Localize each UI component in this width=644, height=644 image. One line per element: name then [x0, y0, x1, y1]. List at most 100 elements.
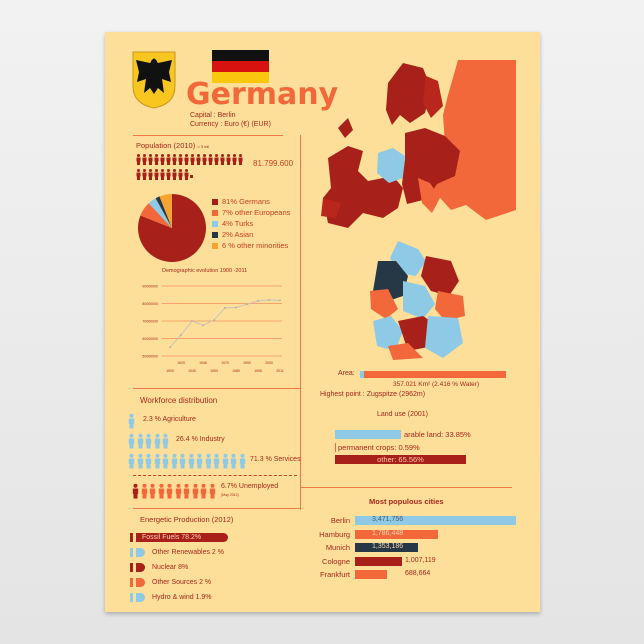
- person-icon: [142, 152, 147, 165]
- person-icon: [214, 152, 219, 165]
- person-icon: [205, 451, 212, 469]
- legend-swatch: [212, 231, 218, 238]
- person-icon: [172, 152, 177, 165]
- highest-point: Highest point : Zugspitze (2962m): [320, 391, 426, 398]
- pie-slice: [148, 198, 172, 228]
- person-icon: [226, 152, 231, 165]
- energy-marker: [130, 533, 133, 542]
- legend-swatch: [212, 209, 218, 216]
- person-icon: [154, 451, 161, 469]
- person-icon: [200, 481, 207, 499]
- unemployed-date: (May 2012): [221, 493, 239, 497]
- city-population: 1,786,448: [372, 529, 404, 537]
- x-tick-label: 2000: [265, 361, 273, 365]
- energy-item: Fossil Fuels 78.2%: [130, 533, 228, 542]
- population-icons: [136, 152, 243, 165]
- person-icon: [128, 431, 135, 449]
- person-icon: [232, 152, 237, 165]
- person-icon: [220, 152, 225, 165]
- energy-bar: [136, 578, 145, 587]
- page-title: Germany: [186, 77, 339, 112]
- pie-legend: 81% Germans 7% other Europeans 4% Turks 2% …: [212, 196, 290, 251]
- city-population: 3,471,756: [372, 516, 404, 523]
- energy-item: Hydro & wind 1.9%: [130, 593, 212, 602]
- person-icon: [172, 167, 177, 180]
- workforce-icons: [128, 451, 246, 469]
- data-point: [268, 299, 270, 301]
- currency: Currency : Euro (€) (EUR): [190, 121, 271, 128]
- legend-label: 81% Germans: [222, 197, 270, 206]
- person-icon: [137, 431, 144, 449]
- land-use-crops-bar: [335, 443, 336, 452]
- person-icon: [137, 451, 144, 469]
- area-bar: [360, 371, 506, 378]
- workforce-title: Workforce distribution: [140, 396, 218, 405]
- person-icon: [202, 152, 207, 165]
- energy-item: Other Sources 2 %: [130, 578, 211, 587]
- pie-slice: [140, 203, 172, 228]
- person-icon: [136, 152, 141, 165]
- divider: [300, 135, 301, 510]
- unemployed-icons: [132, 481, 216, 499]
- city-bar: [355, 529, 438, 539]
- person-icon: [136, 167, 141, 180]
- person-icon: [166, 481, 173, 499]
- energy-label: Other Sources 2 %: [152, 579, 212, 586]
- energy-marker: [130, 548, 133, 557]
- city-population: 1,353,186: [372, 543, 404, 550]
- person-icon: [145, 451, 152, 469]
- energy-marker: [130, 593, 133, 602]
- workforce-label: 71.3 % Services: [250, 456, 301, 463]
- city-population: 688,664: [405, 570, 431, 577]
- person-icon: [238, 152, 243, 165]
- energy-title: Energetic Production (2012): [140, 515, 234, 524]
- person-icon: [128, 451, 135, 469]
- person-icon: [184, 167, 189, 180]
- demographic-line-chart: 50000000 60000000 70000000 80000000 90000000…: [142, 285, 283, 374]
- person-icon: [178, 167, 183, 180]
- person-icon: [145, 431, 152, 449]
- flag-icon: [212, 50, 269, 83]
- energy-label: Hydro & wind 1.9%: [152, 594, 212, 601]
- divider: [133, 135, 283, 136]
- land-use-title: Land use (2001): [377, 411, 428, 418]
- person-icon: [162, 451, 169, 469]
- person-icon: [148, 167, 153, 180]
- city-name: Frankfurt: [319, 570, 350, 579]
- energy-marker: [130, 563, 133, 572]
- person-icon: [230, 451, 237, 469]
- city-bar: [355, 570, 387, 579]
- energy-bar: [136, 593, 145, 602]
- x-tick-label: 1940: [188, 369, 196, 373]
- city-name: Cologne: [322, 556, 350, 566]
- data-point: [246, 303, 248, 306]
- person-icon: [175, 481, 182, 499]
- workforce-icons: [128, 431, 169, 449]
- person-icon: [160, 152, 165, 165]
- person-icon: [128, 411, 135, 429]
- land-use-arable-bar: [335, 430, 401, 439]
- city-bar: [355, 543, 418, 552]
- data-point: [257, 299, 259, 302]
- workforce-label: 2.3 % Agriculture: [143, 416, 196, 423]
- legend-item: 81% Germans: [212, 196, 290, 207]
- person-icon: [208, 152, 213, 165]
- capital: Capital : Berlin: [190, 112, 236, 119]
- coat-of-arms-icon: [132, 51, 176, 109]
- x-tick-label: 1953: [210, 369, 218, 373]
- person-icon: [192, 481, 199, 499]
- y-tick-label: 90000000: [142, 285, 158, 289]
- population-icons: [136, 167, 193, 180]
- person-icon: [148, 152, 153, 165]
- data-point: [202, 324, 204, 327]
- data-point: [191, 320, 193, 322]
- germany-states-map: [370, 241, 465, 360]
- city-name: Berlin: [330, 516, 350, 525]
- city-bar: [355, 516, 516, 525]
- legend-item: 2% Asian: [212, 229, 290, 240]
- person-icon: [196, 451, 203, 469]
- data-point: [235, 306, 237, 309]
- legend-swatch: [212, 198, 218, 205]
- person-icon: [158, 481, 165, 499]
- person-icon: [188, 451, 195, 469]
